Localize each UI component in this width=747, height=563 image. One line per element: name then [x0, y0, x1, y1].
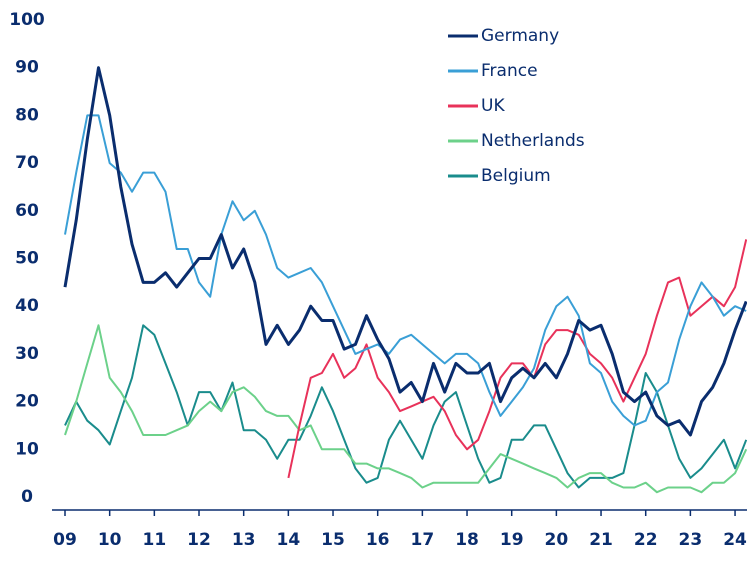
- x-tick-label: 21: [589, 530, 613, 550]
- legend-label: Netherlands: [481, 131, 585, 151]
- x-tick-label: 22: [634, 530, 658, 550]
- legend-label: France: [481, 61, 538, 81]
- y-tick-label: 100: [9, 10, 45, 30]
- y-tick-label: 70: [15, 153, 39, 173]
- series-line: [64, 324, 747, 489]
- x-tick-label: 12: [187, 530, 211, 550]
- x-tick-label: 15: [321, 530, 345, 550]
- y-tick-label: 10: [15, 439, 39, 459]
- x-tick-label: 16: [366, 530, 390, 550]
- x-tick-label: 23: [679, 530, 703, 550]
- legend-label: Germany: [481, 26, 559, 46]
- x-tick-label: 09: [53, 530, 77, 550]
- y-tick-label: 30: [15, 344, 39, 364]
- y-tick-label: 40: [15, 296, 39, 316]
- x-tick-label: 17: [411, 530, 435, 550]
- y-tick-label: 50: [15, 249, 39, 269]
- legend-label: Belgium: [481, 166, 551, 186]
- series-line: [64, 324, 747, 494]
- x-tick-label: 19: [500, 530, 524, 550]
- x-tick-label: 10: [98, 530, 122, 550]
- x-tick-label: 11: [143, 530, 167, 550]
- x-tick-label: 24: [723, 530, 747, 550]
- y-tick-label: 0: [21, 487, 33, 507]
- legend-label: UK: [481, 96, 505, 116]
- x-tick-label: 13: [232, 530, 256, 550]
- y-tick-label: 80: [15, 105, 39, 125]
- y-tick-label: 60: [15, 201, 39, 221]
- y-tick-label: 90: [15, 58, 39, 78]
- y-tick-label: 20: [15, 392, 39, 412]
- series-line: [64, 114, 747, 427]
- series-line: [63, 66, 747, 437]
- x-tick-label: 14: [277, 530, 301, 550]
- x-tick-label: 20: [545, 530, 569, 550]
- x-tick-label: 18: [455, 530, 479, 550]
- series-line: [287, 239, 747, 479]
